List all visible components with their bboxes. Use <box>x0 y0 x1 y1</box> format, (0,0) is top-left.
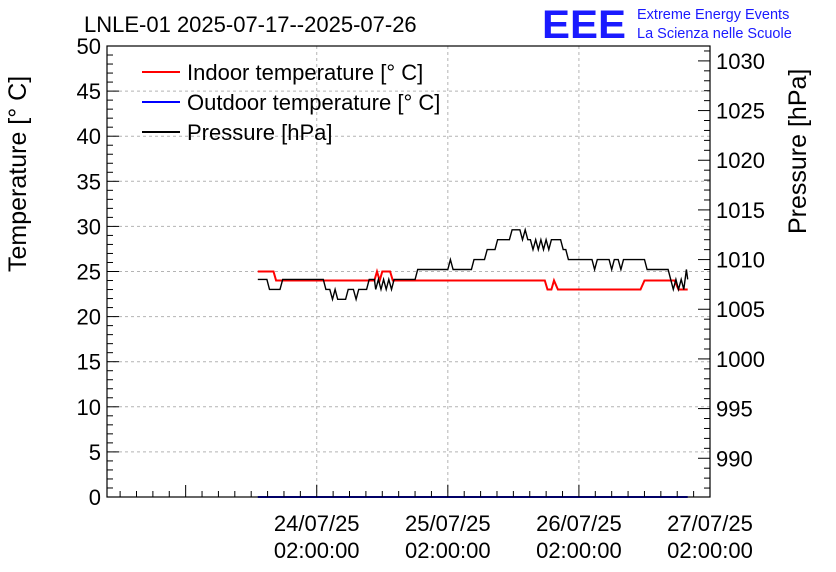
eee-logo: EEE Extreme Energy Events La Scienza nel… <box>542 3 792 47</box>
left-tick-label: 30 <box>77 214 101 239</box>
series-line <box>257 227 689 303</box>
legend-label: Outdoor temperature [° C] <box>187 90 440 115</box>
series-line <box>257 267 688 291</box>
right-tick-label: 1005 <box>716 297 765 322</box>
right-tick-label: 995 <box>716 397 753 422</box>
x-tick-label-date: 24/07/25 <box>274 511 360 536</box>
logo-mark: EEE <box>542 3 626 47</box>
right-tick-label: 1000 <box>716 347 765 372</box>
x-tick-label-date: 27/07/25 <box>667 511 753 536</box>
chart-title: LNLE-01 2025-07-17--2025-07-26 <box>84 12 417 37</box>
legend-label: Indoor temperature [° C] <box>187 60 423 85</box>
x-tick-label-time: 02:00:00 <box>536 538 622 563</box>
right-tick-label: 1015 <box>716 198 765 223</box>
left-tick-label: 40 <box>77 124 101 149</box>
right-tick-label: 1020 <box>716 148 765 173</box>
left-tick-label: 45 <box>77 79 101 104</box>
left-tick-label: 35 <box>77 169 101 194</box>
legend: Indoor temperature [° C] Outdoor temperat… <box>142 60 440 145</box>
left-tick-label: 10 <box>77 395 101 420</box>
logo-line-2: La Scienza nelle Scuole <box>637 26 792 42</box>
left-tick-label: 0 <box>89 485 101 510</box>
left-tick-label: 5 <box>89 440 101 465</box>
logo-line-1: Extreme Energy Events <box>637 7 789 23</box>
right-tick-label: 1010 <box>716 248 765 273</box>
legend-label: Pressure [hPa] <box>187 120 333 145</box>
left-tick-label: 20 <box>77 305 101 330</box>
right-tick-label: 1030 <box>716 49 765 74</box>
left-tick-label: 25 <box>77 260 101 285</box>
x-tick-label-time: 02:00:00 <box>274 538 360 563</box>
left-tick-label: 15 <box>77 350 101 375</box>
y-axis-label-right: Pressure [hPa] <box>784 69 812 234</box>
x-tick-label-date: 26/07/25 <box>536 511 622 536</box>
x-tick-label-time: 02:00:00 <box>667 538 753 563</box>
left-axis-ticks: 0 5 10 15 20 25 30 35 40 45 50 <box>77 34 119 510</box>
x-tick-label-time: 02:00:00 <box>405 538 491 563</box>
series-layer <box>257 227 689 498</box>
x-axis-ticks: 24/07/2502:00:0025/07/2502:00:0026/07/25… <box>119 485 753 563</box>
right-tick-label: 990 <box>716 446 753 471</box>
y-axis-label-left: Temperature [° C] <box>4 76 32 272</box>
x-tick-label-date: 25/07/25 <box>405 511 491 536</box>
right-tick-label: 1025 <box>716 99 765 124</box>
right-axis-ticks: 990 995 1000 1005 1010 1015 1020 1025 1030 <box>698 49 765 489</box>
left-tick-label: 50 <box>77 34 101 59</box>
